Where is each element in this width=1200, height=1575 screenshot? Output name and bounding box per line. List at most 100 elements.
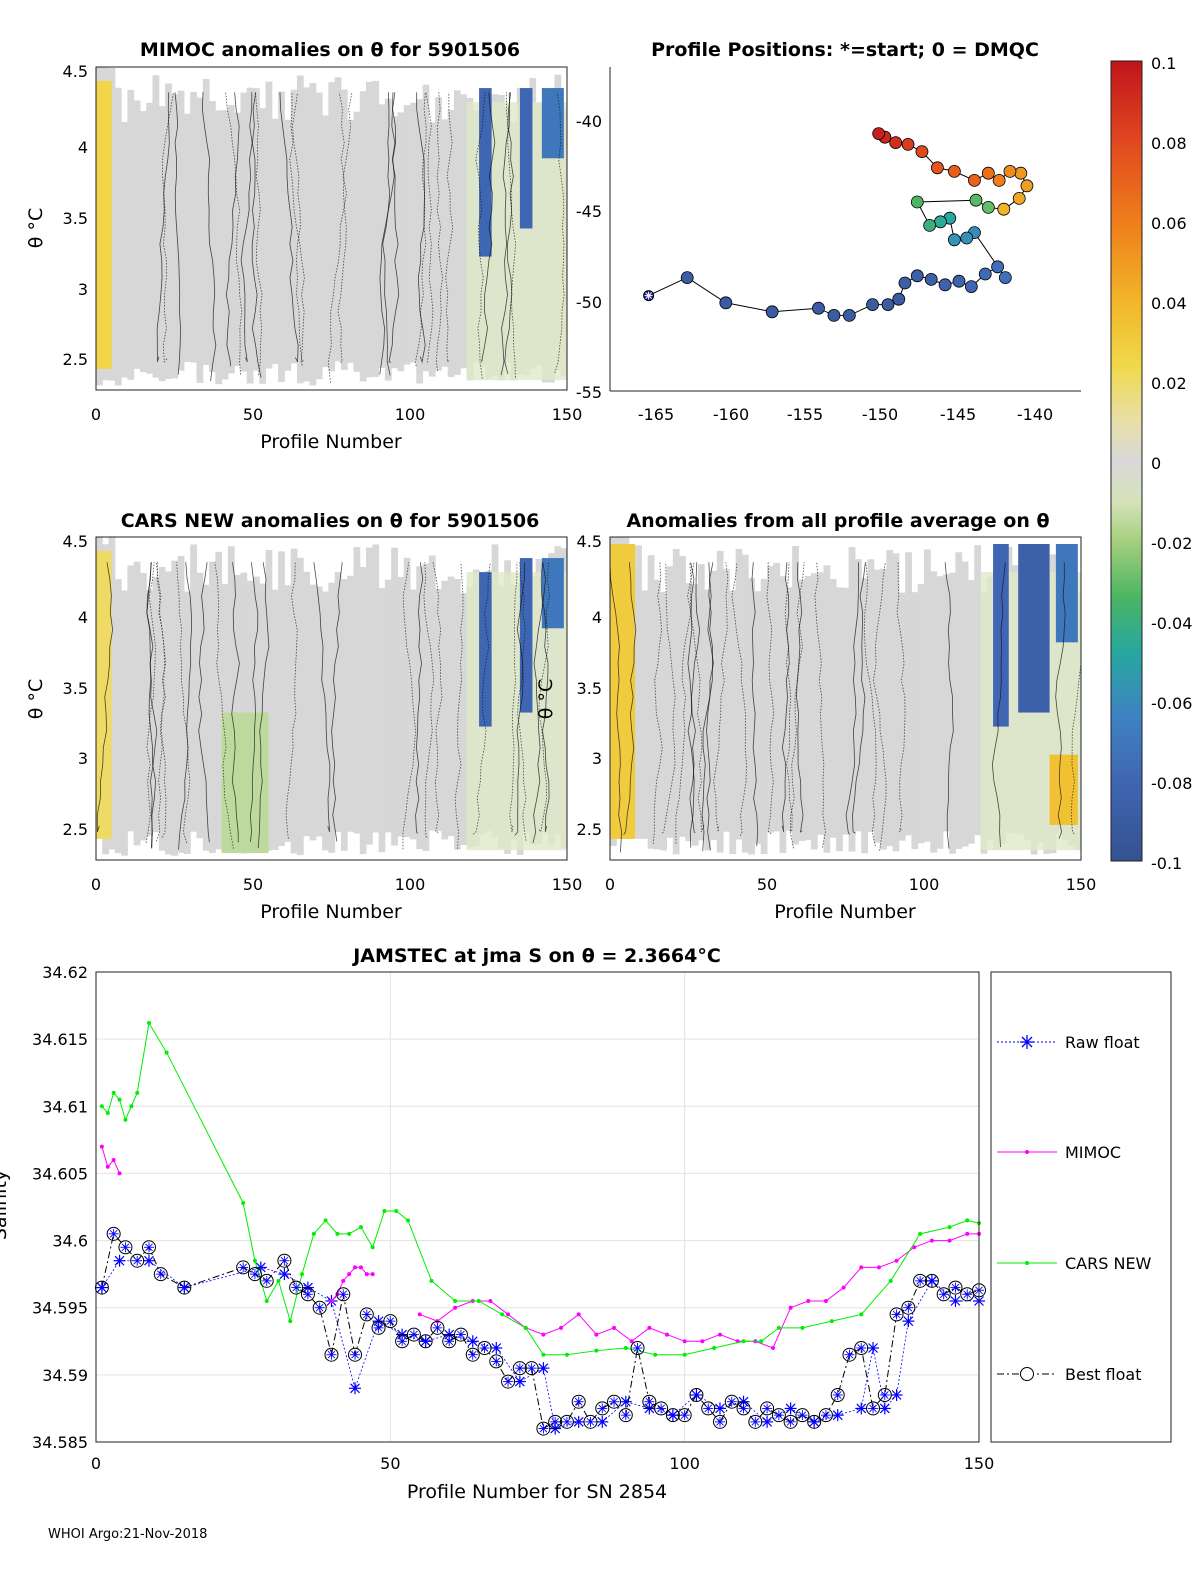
position-point (866, 298, 879, 312)
position-point (827, 308, 841, 322)
heat-cell (397, 112, 405, 372)
salinity-panel: JAMSTEC at jma S on θ = 2.3664°C 0 50 100 1… (0, 945, 994, 1503)
mimoc-point (894, 1258, 899, 1263)
best-float-star (573, 1396, 584, 1407)
heat-cell (810, 573, 818, 850)
heat-cell (215, 551, 223, 850)
heat-cell (215, 110, 223, 385)
best-float-star-arm (645, 1397, 654, 1406)
best-float-star (738, 1403, 749, 1414)
contour-line (156, 92, 170, 363)
contour-line (327, 92, 353, 383)
position-point (1020, 179, 1034, 193)
best-float-point (760, 1401, 775, 1416)
raw-float-star (144, 1255, 154, 1266)
heat-cell (886, 550, 894, 847)
cars-new-point (241, 1200, 246, 1205)
cars-new-point (623, 1346, 628, 1350)
best-float-point (489, 1354, 504, 1369)
heat-cell (779, 576, 787, 854)
contour-line (504, 92, 514, 375)
raw-float-star (114, 1255, 125, 1266)
legend-cars-new-marker (1025, 1261, 1029, 1265)
best-float-point (701, 1401, 716, 1416)
contour-line (156, 562, 167, 838)
heat-cell (234, 112, 241, 366)
mimoc-point (111, 1158, 116, 1162)
best-float-star-arm (621, 1411, 630, 1419)
best-float-star-arm (292, 1283, 300, 1292)
raw-float-star (491, 1343, 502, 1353)
colorbar-scale (1110, 60, 1143, 862)
position-point (765, 305, 779, 319)
raw-float-star (597, 1416, 608, 1427)
heat-cell (710, 570, 718, 840)
best-float-point (936, 1287, 951, 1302)
salinity-title-main: JAMSTEC at jma S on θ = 2.3664 (351, 945, 697, 967)
best-float-star (797, 1410, 808, 1421)
best-float-star (514, 1363, 525, 1374)
cars-new-point (99, 1104, 104, 1109)
best-float-star (785, 1416, 796, 1427)
position-point (901, 137, 915, 151)
colorbar-tick: 0.02 (1151, 374, 1187, 393)
heat-cell (785, 587, 793, 831)
mimoc-point (788, 1305, 793, 1310)
position-point (881, 298, 895, 312)
heat-cell (741, 554, 749, 853)
best-float-star (120, 1242, 131, 1253)
raw-float-star (279, 1269, 290, 1280)
best-float-point (889, 1307, 904, 1322)
cars-new-point (370, 1245, 375, 1250)
raw-float-point (831, 1409, 844, 1422)
position-point (1012, 191, 1026, 205)
heat-cell (422, 84, 430, 372)
best-float-star (809, 1416, 820, 1427)
best-float-star (844, 1349, 855, 1360)
position-point (889, 136, 903, 150)
best-float-point (913, 1273, 928, 1288)
heat-cell (127, 565, 135, 832)
raw-float-point (784, 1402, 797, 1415)
mimoc-xtick: 100 (395, 405, 426, 424)
heat-cell (328, 582, 336, 853)
heat-cell (221, 110, 229, 380)
cars-axes-box (95, 536, 568, 861)
heat-cell (647, 555, 655, 849)
contour-line (991, 562, 1006, 848)
cars-new-point (682, 1352, 687, 1357)
mimoc-point (859, 1265, 864, 1270)
heat-cell (165, 571, 172, 855)
best-float-point (618, 1408, 633, 1423)
contour-line (509, 562, 518, 832)
best-float-star-arm (351, 1350, 359, 1359)
heat-cell (798, 579, 806, 841)
best-float-star (703, 1403, 714, 1414)
heat-cell (253, 88, 260, 371)
heat-cell (378, 104, 386, 368)
best-float-star-arm (492, 1357, 501, 1366)
best-float-star-arm (657, 1404, 665, 1413)
best-float-star (238, 1262, 249, 1273)
best-float-point (312, 1300, 327, 1315)
heat-cell (679, 556, 686, 837)
allavg-ylabel: θ °C (535, 679, 557, 719)
best-float-star-arm (480, 1344, 489, 1352)
salinity-xtick: 100 (669, 1454, 700, 1473)
best-float-star (491, 1356, 502, 1367)
contour-line (751, 562, 759, 847)
mimoc-point (876, 1265, 881, 1270)
heat-cell (610, 544, 636, 839)
mimoc-xtick: 50 (243, 405, 263, 424)
heat-cell (284, 119, 292, 371)
best-float-star (915, 1275, 926, 1286)
salinity-legend: Raw float MIMOC CARS NEW Best float (990, 971, 1172, 1443)
heat-cell (133, 100, 141, 369)
contour-line (481, 92, 496, 363)
positions-xtick: -160 (713, 405, 749, 424)
heat-cell (96, 551, 112, 839)
best-float-star (679, 1410, 690, 1421)
best-float-star-arm (680, 1411, 689, 1419)
best-float-star (143, 1242, 154, 1253)
mimoc-ytick: 3.5 (63, 209, 88, 228)
